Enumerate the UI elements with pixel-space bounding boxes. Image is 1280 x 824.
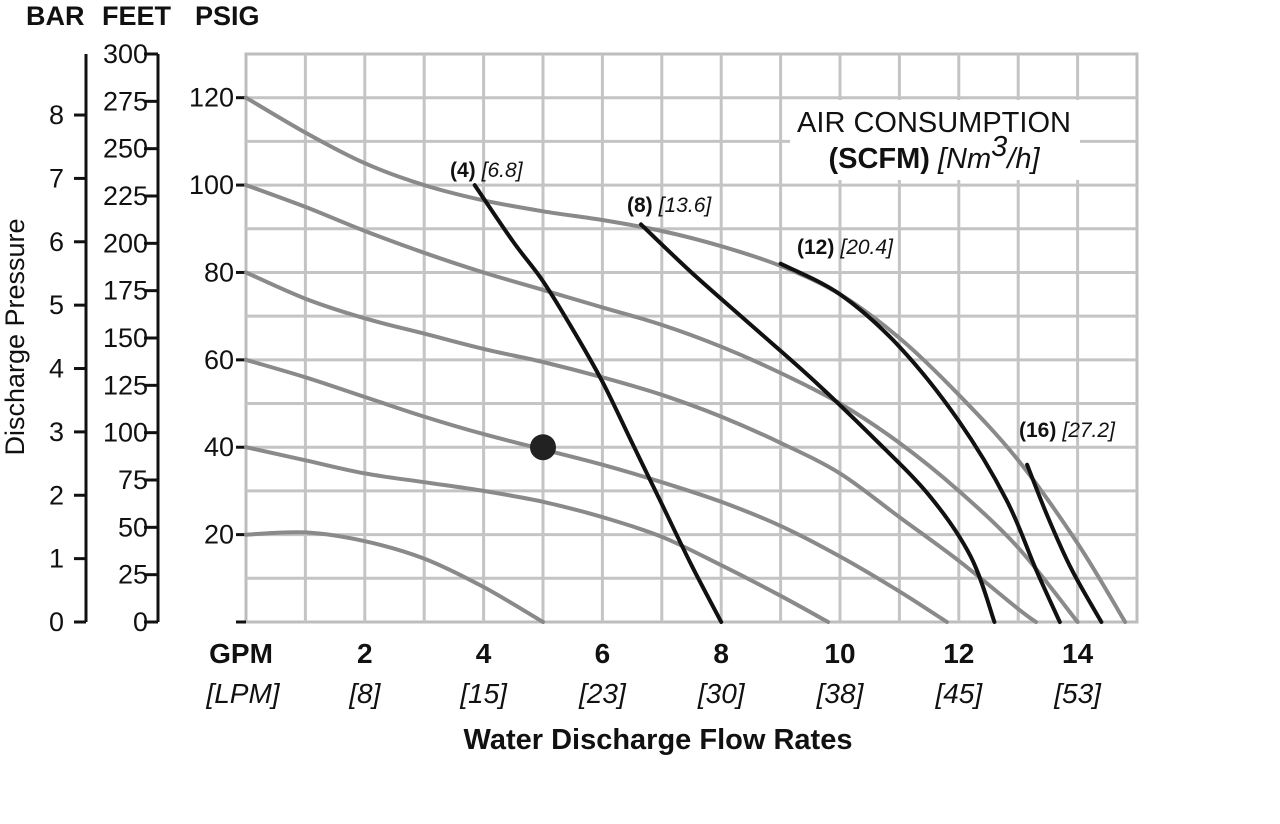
psig-tick-label: 120 (189, 83, 234, 113)
pressure-curve-5 (244, 445, 831, 624)
bar-tick-label: 7 (49, 163, 64, 193)
bar-tick-label: 3 (49, 417, 64, 447)
pressure-curve-6 (244, 530, 545, 624)
legend-box (790, 100, 1080, 180)
air-curve-scfm: (8) (627, 194, 653, 217)
pressure-curve-3 (244, 270, 1038, 624)
feet-tick-label: 200 (103, 228, 148, 258)
bar-tick-label: 1 (49, 544, 64, 574)
operating-point-dot (530, 434, 556, 461)
bar-tick-label: 8 (49, 100, 64, 130)
air-curve-metric: [6.8] (481, 159, 524, 182)
feet-tick-label: 250 (103, 134, 148, 164)
air-curve-metric: [27.2] (1061, 419, 1116, 442)
pressure-curve-4 (244, 357, 949, 624)
air-curve-label-2: (8) [13.6] (627, 194, 712, 217)
bar-tick-label: 2 (49, 480, 64, 510)
feet-tick-label: 150 (103, 323, 148, 353)
axis-titles: Water Discharge Flow Rates Discharge Pres… (0, 218, 852, 756)
pressure-curve-1 (244, 95, 1128, 624)
air-curve-scfm: (12) (797, 236, 834, 259)
psig-tick-label: 100 (189, 170, 234, 200)
bar-tick-label: 6 (49, 227, 64, 257)
bar-tick-label: 4 (49, 354, 64, 384)
x-tick-sub-label: [38] (816, 678, 865, 709)
air-curve-scfm: (16) (1019, 419, 1056, 442)
air-curve-metric: [20.4] (839, 236, 894, 259)
legend-unit-sup: 3 (991, 131, 1007, 163)
legend-unit-metric-pre: [Nm (937, 143, 991, 175)
legend: AIR CONSUMPTION(SCFM) [Nm3/h] (790, 100, 1080, 180)
x-tick-label: 4 (476, 638, 492, 669)
air-curve-metric: [13.6] (658, 194, 713, 217)
x-tick-sub-label: [8] (348, 678, 381, 709)
legend-unit-metric-post: /h] (1005, 143, 1040, 175)
x-unit-label: GPM (209, 638, 273, 669)
air-curve-1 (472, 183, 724, 624)
psig-tick-label: 60 (204, 345, 234, 375)
psig-tick-label: 80 (204, 257, 234, 287)
x-tick-sub-label: [23] (578, 678, 627, 709)
feet-tick-label: 100 (103, 418, 148, 448)
psig-tick-label: 20 (204, 520, 234, 550)
x-unit-sub-label: [LPM] (205, 678, 280, 709)
x-tick-label: 10 (824, 638, 855, 669)
feet-tick-label: 175 (103, 276, 148, 306)
air-curve-label-4: (16) [27.2] (1019, 419, 1116, 442)
air-curve-3 (778, 261, 1062, 624)
x-tick-sub-label: [30] (697, 678, 746, 709)
feet-tick-label: 275 (103, 86, 148, 116)
y-axis-title: Discharge Pressure (0, 218, 30, 455)
x-tick-sub-label: [53] (1053, 678, 1102, 709)
air-curve-label-1: (4) [6.8] (450, 159, 524, 182)
air-curve-2 (639, 222, 997, 624)
feet-tick-label: 300 (103, 39, 148, 69)
air-curve-label-3: (12) [20.4] (797, 236, 894, 259)
feet-tick-label: 225 (103, 181, 148, 211)
x-tick-label: 14 (1062, 638, 1094, 669)
x-tick-label: 6 (595, 638, 611, 669)
air-consumption-curves: (4) [6.8] (8) [13.6] (12) [20.4] (16) [27.2] (450, 159, 1116, 624)
unit-header-feet: FEET (102, 1, 172, 31)
unit-header-psig: PSIG (195, 1, 260, 31)
psig-tick-label: 40 (204, 432, 234, 462)
operating-point (530, 434, 556, 461)
feet-tick-label: 75 (118, 465, 148, 495)
x-tick-sub-label: [15] (459, 678, 508, 709)
feet-tick-label: 125 (103, 370, 148, 400)
feet-tick-label: 0 (133, 607, 148, 637)
x-tick-label: 2 (357, 638, 373, 669)
x-tick-label: 8 (713, 638, 729, 669)
x-tick-sub-label: [45] (934, 678, 983, 709)
unit-header-bar: BAR (26, 1, 85, 31)
feet-tick-label: 25 (118, 560, 148, 590)
air-curve-scfm: (4) (450, 159, 476, 182)
feet-tick-label: 50 (118, 512, 148, 542)
pressure-axes: BAR FEET PSIG02550751001251501752002252502… (26, 1, 260, 637)
pressure-curves (244, 95, 1128, 624)
legend-unit-scfm: (SCFM) (828, 143, 929, 175)
bar-tick-label: 5 (49, 290, 64, 320)
pressure-curve-2 (244, 183, 1080, 624)
x-axis: GPM [LPM] 2 [8] 4 [15] 6 [23] 8 [30] 10 [38] 12 [45] 1… (205, 638, 1102, 709)
x-tick-label: 12 (943, 638, 974, 669)
legend-title: AIR CONSUMPTION (797, 107, 1071, 139)
x-axis-title: Water Discharge Flow Rates (464, 724, 853, 756)
air-curve-4 (1025, 462, 1104, 624)
bar-tick-label: 0 (49, 607, 64, 637)
legend-unit: (SCFM) [Nm3/h] (828, 131, 1040, 175)
